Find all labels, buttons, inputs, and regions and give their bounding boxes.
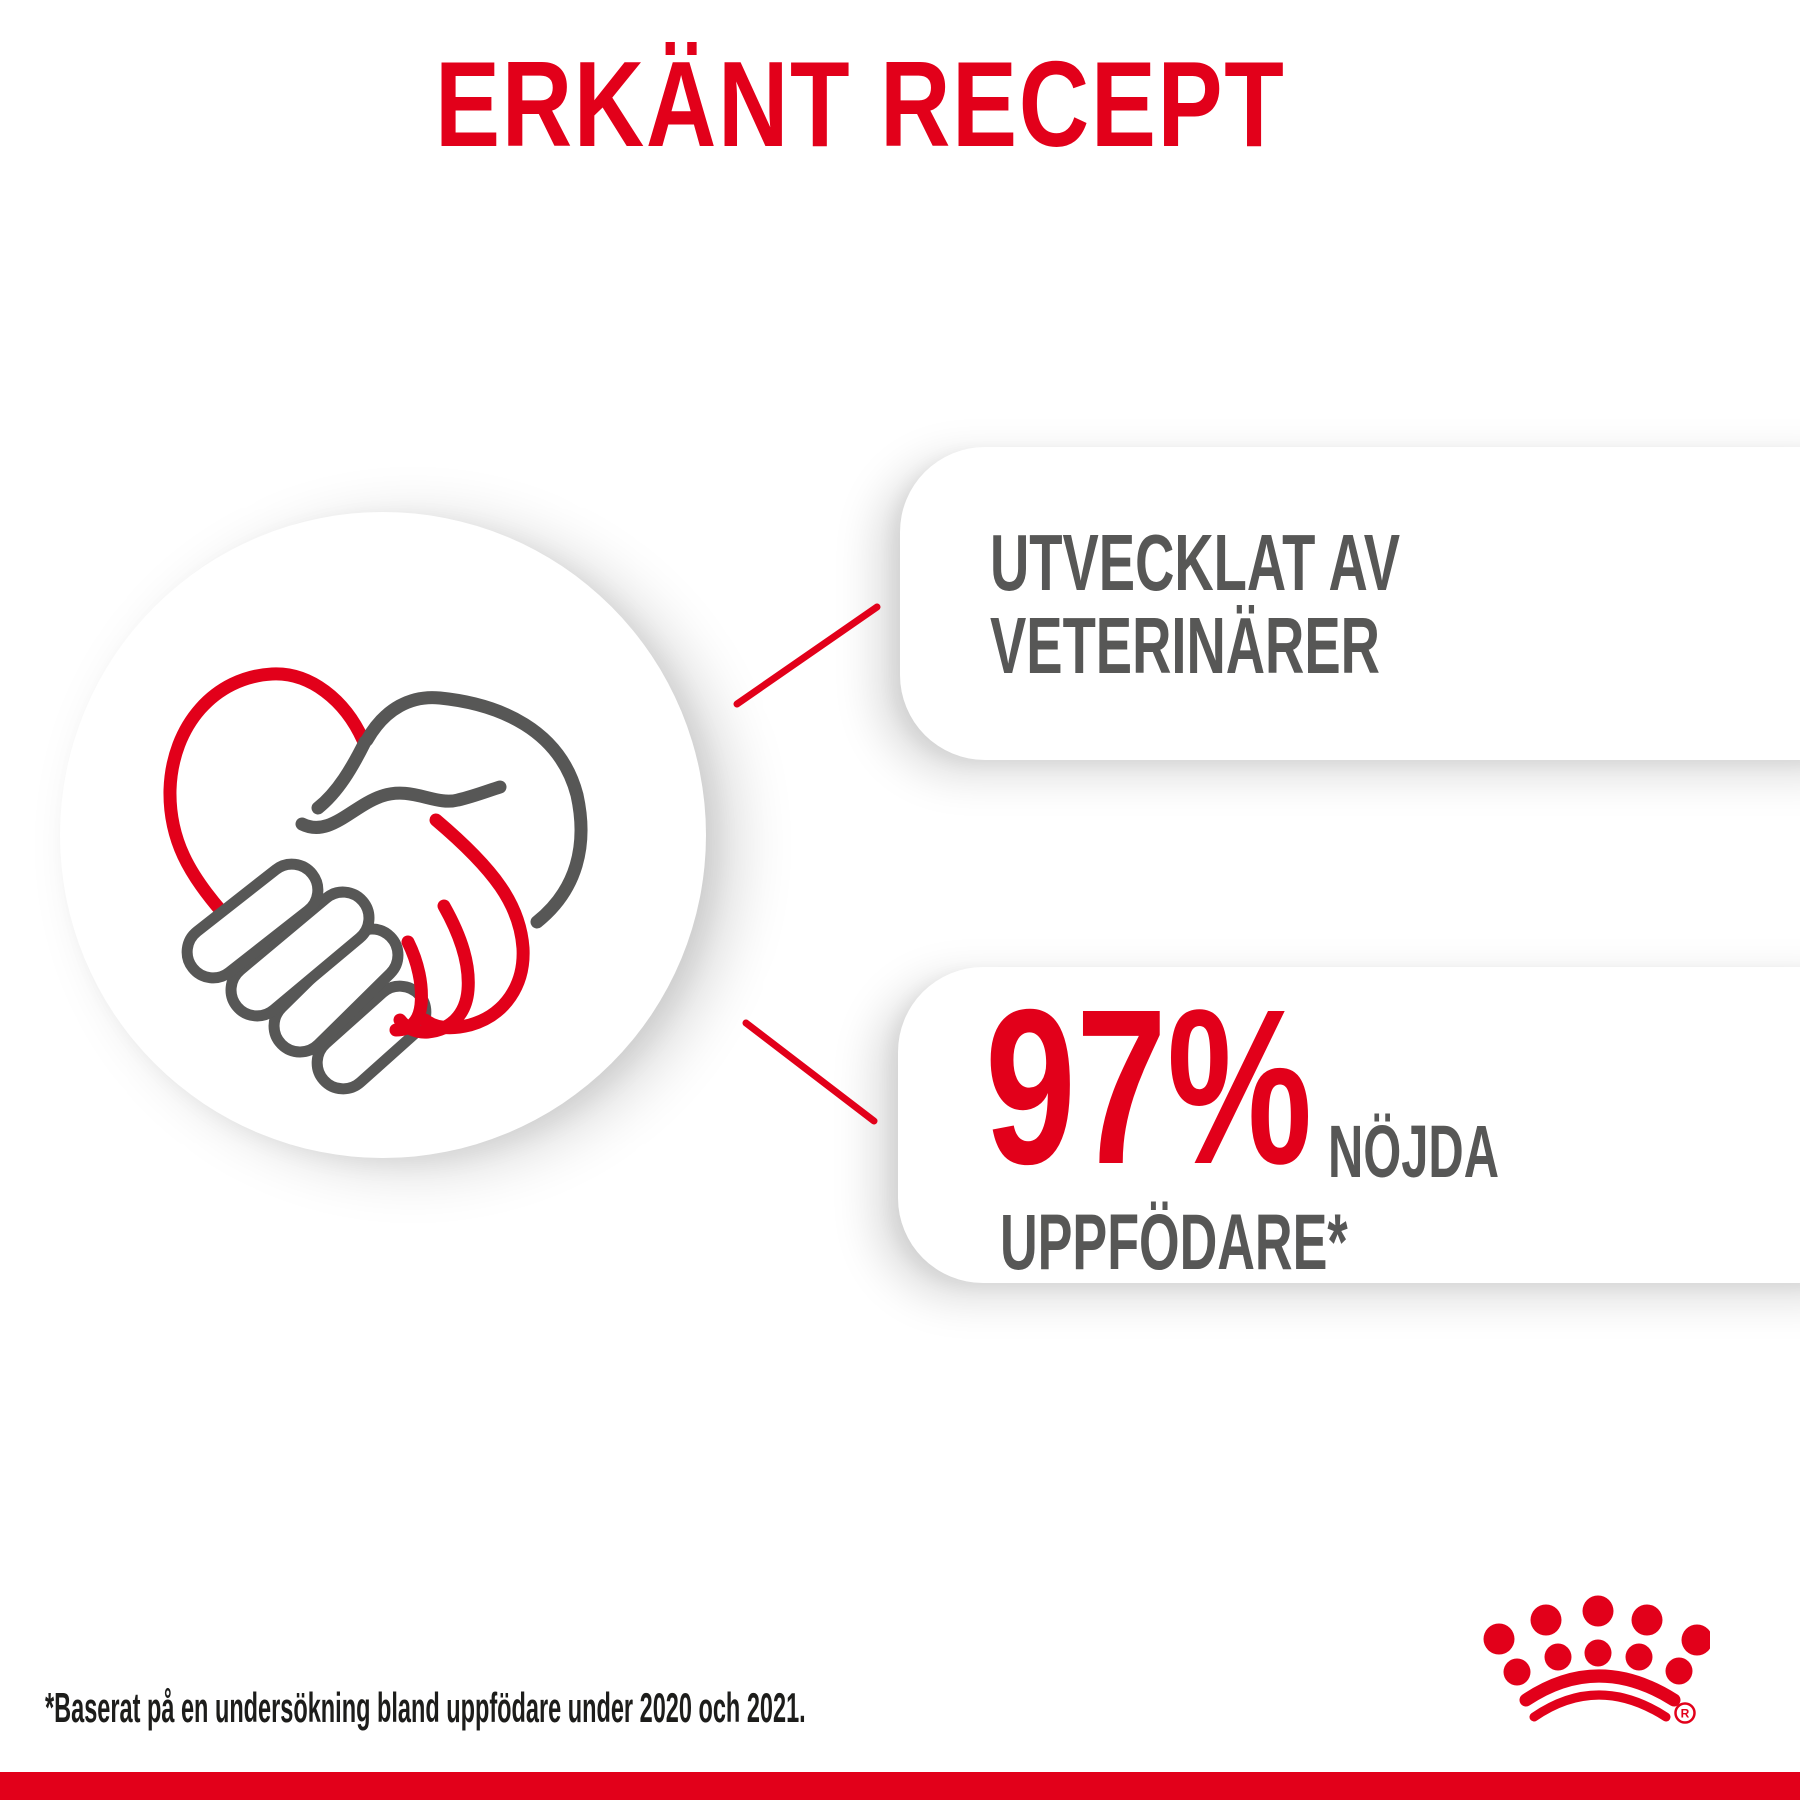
- page-title: ERKÄNT RECEPT: [435, 36, 1286, 172]
- footnote-text: *Baserat på en undersökning bland uppföd…: [45, 1684, 806, 1731]
- vets-callout-text: UTVECKLAT AV VETERINÄRER: [990, 521, 1400, 687]
- callout-card-vets: [900, 447, 1800, 760]
- crown-swoosh-lower: [1529, 1690, 1671, 1722]
- stat-value: 97%: [985, 963, 1313, 1210]
- hand-web-line: [311, 735, 372, 815]
- knuckle-finger-1: [181, 858, 324, 984]
- stat-below-label: UPPFÖDARE*: [1000, 1197, 1348, 1286]
- crown-dots-inner: [1503, 1639, 1693, 1686]
- connector-line-top: [733, 603, 881, 708]
- thumb-wave-line: [295, 780, 507, 834]
- registered-letter: R: [1681, 1707, 1690, 1721]
- stat-inline-label: NÖJDA: [1328, 1110, 1499, 1193]
- brand-red-bar: [0, 1772, 1800, 1800]
- connector-line-bottom: [742, 1019, 878, 1125]
- vets-callout-line2: VETERINÄRER: [990, 601, 1380, 690]
- royal-canin-crown-logo: R: [1483, 1595, 1710, 1724]
- callout-card-breeders: [898, 967, 1800, 1283]
- red-finger-3: [389, 935, 428, 1037]
- crown-dots-outer: [1483, 1595, 1710, 1656]
- handshake-heart-icon: [163, 667, 588, 1095]
- connector-lines: [733, 603, 881, 1125]
- registered-icon: [1674, 1702, 1696, 1724]
- heart-right-lobe-gray: [360, 691, 588, 929]
- red-finger-1: [418, 813, 530, 1035]
- heart-left-lobe-red: [163, 667, 370, 919]
- crown-swoosh-upper: [1519, 1669, 1681, 1707]
- vets-callout-line1: UTVECKLAT AV: [990, 518, 1400, 607]
